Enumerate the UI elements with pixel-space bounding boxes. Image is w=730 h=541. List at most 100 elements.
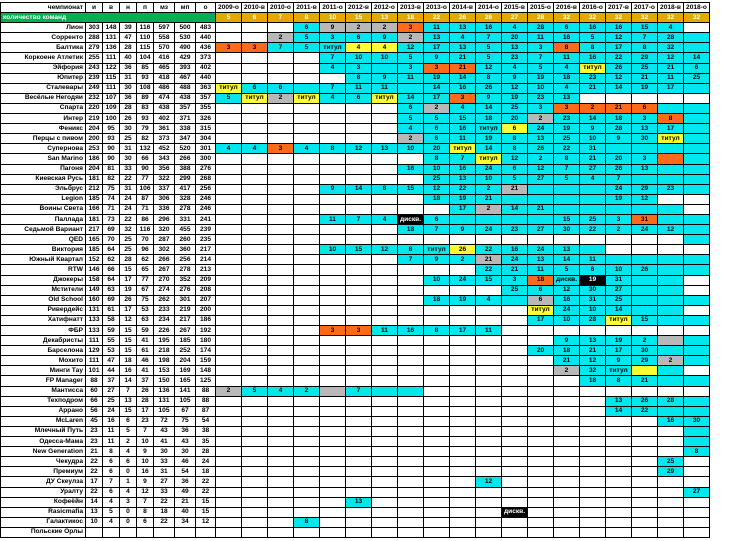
season-result [267,254,294,266]
season-result [267,62,294,74]
season-result [397,274,424,286]
team-stat: 67 [136,284,154,296]
season-result [631,365,658,377]
team-stat: 192 [195,324,216,337]
season-result [215,294,242,306]
season-result [657,486,684,498]
team-name: Балтика [0,42,86,54]
season-result: 13 [345,496,372,508]
team-stat: 33 [153,486,175,498]
team-stat: 61 [136,345,154,357]
team-stat: 82 [136,133,154,145]
team-stat: 105 [153,405,175,417]
season-result: 4 [215,143,242,155]
season-result: 6 [527,294,554,306]
team-stat: 15 [195,506,216,518]
season-result: 5 [293,42,320,54]
season-result [215,254,242,266]
season-result: 18 [423,193,450,205]
season-result [215,133,242,145]
season-result: 17 [527,314,554,327]
team-stat: 131 [102,32,120,44]
season-result [631,486,658,498]
season-result [657,324,684,337]
season-result [527,456,554,468]
team-stat [85,526,103,538]
season-result [293,113,320,125]
season-result [241,234,268,246]
season-result [319,385,346,397]
season-result [553,324,580,337]
season-result [215,274,242,286]
season-result: 3 [553,102,580,115]
season-result [397,506,424,518]
season-result: 21 [553,355,580,367]
season-result [397,375,424,387]
team-stat: 301 [195,143,216,155]
team-stat: 204 [85,163,103,175]
season-result [579,92,606,104]
season-result: 16 [449,123,476,135]
team-stat: 31 [119,183,137,195]
season-result: 12 [501,82,528,94]
team-name: FP Manager [0,375,86,387]
team-stat: 217 [85,224,103,236]
team-stat: 278 [174,264,196,276]
season-result: 20 [527,345,554,357]
season-result [241,304,268,316]
season-result: 17 [605,42,632,54]
team-stat: 373 [153,133,175,145]
season-result [215,456,242,468]
season-result [527,183,554,195]
season-result [527,466,554,478]
season-result [241,405,268,417]
team-row: Сталевары 249 111 30 108 486 488 363 титул 6 6 7 11 1… [0,82,710,94]
season-result [241,193,268,205]
season-result [215,496,242,508]
season-result: 9 [579,123,606,135]
season-result [319,365,346,377]
season-result: 3 [527,42,554,54]
team-stat: 4 [102,496,120,508]
season-result [449,436,476,448]
season-result [579,234,606,246]
season-result [241,314,268,327]
season-result [605,385,632,397]
season-result [345,425,372,438]
season-result: 11 [423,22,450,34]
season-result [475,516,502,528]
team-stat: 56 [85,405,103,417]
season-result [241,284,268,296]
team-stat: 24 [102,405,120,417]
season-result: 24 [475,163,502,175]
season-result [267,516,294,528]
season-result: титул [371,92,398,104]
season-result [423,264,450,276]
season-result [683,425,710,438]
season-result [215,395,242,407]
season-result [657,102,684,115]
season-result: 21 [501,264,528,276]
team-stat: 22 [195,486,216,498]
team-stat: 21 [174,496,196,508]
season-result: 10 [345,52,372,64]
season-result: 21 [579,153,606,165]
season-result [683,516,710,528]
season-result [371,102,398,115]
season-result [501,324,528,337]
season-result: 10 [397,143,424,155]
season-result [215,314,242,327]
season-result: 7 [553,163,580,175]
season-result [241,113,268,125]
season-result [657,153,684,165]
season-result: 9 [371,32,398,44]
season-result [345,284,372,296]
team-stat: 331 [174,213,196,226]
season-result [215,284,242,296]
season-result: 22 [605,52,632,64]
team-stat: 71 [136,203,154,215]
season-result [683,294,710,306]
season-result [423,415,450,427]
team-row: QED 165 70 25 70 287 260 235 [0,234,710,246]
season-result [579,476,606,488]
